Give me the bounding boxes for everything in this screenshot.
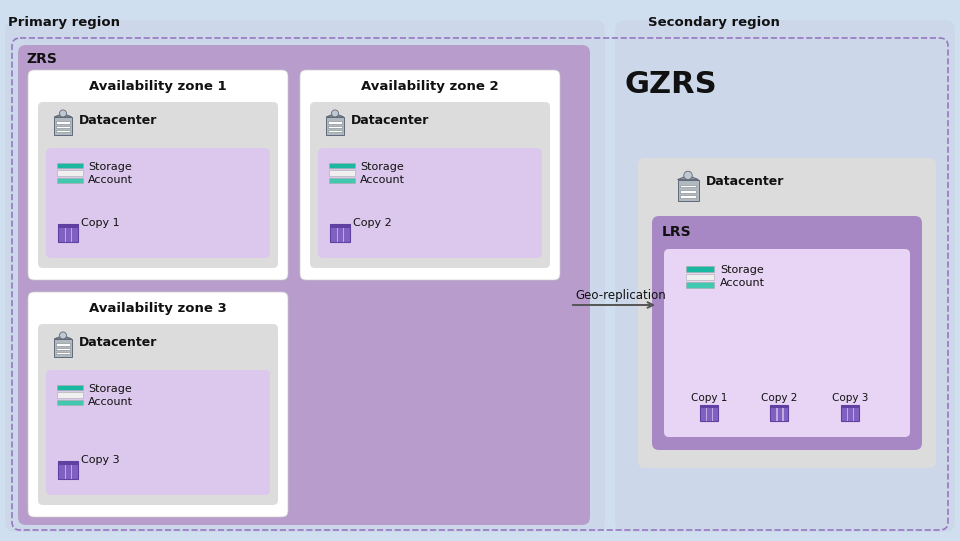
FancyBboxPatch shape [300, 70, 560, 280]
Text: Copy 1: Copy 1 [691, 393, 728, 403]
FancyBboxPatch shape [318, 148, 542, 258]
FancyBboxPatch shape [38, 324, 278, 505]
FancyBboxPatch shape [5, 20, 605, 532]
Text: Copy 2: Copy 2 [353, 218, 392, 228]
Bar [847, 408, 848, 421]
FancyBboxPatch shape [310, 102, 550, 268]
FancyBboxPatch shape [38, 102, 278, 268]
FancyBboxPatch shape [46, 370, 270, 495]
Text: Storage
Account: Storage Account [88, 162, 133, 185]
Bar [771, 405, 788, 421]
Bar [64, 465, 66, 479]
Polygon shape [54, 335, 72, 339]
FancyBboxPatch shape [28, 292, 288, 517]
Text: Primary region: Primary region [8, 16, 120, 29]
Bar [54, 339, 72, 357]
Text: LRS: LRS [662, 225, 691, 239]
Bar [57, 400, 84, 405]
Bar [328, 126, 342, 128]
FancyBboxPatch shape [615, 20, 955, 532]
Text: Availability zone 2: Availability zone 2 [361, 80, 499, 93]
Bar [57, 163, 84, 168]
Bar [64, 228, 66, 242]
Text: Datacenter: Datacenter [706, 175, 784, 188]
Bar [56, 126, 70, 128]
Bar [59, 461, 78, 465]
Text: Datacenter: Datacenter [79, 336, 157, 349]
Bar [771, 405, 788, 408]
Bar [685, 266, 714, 272]
Bar [706, 408, 708, 421]
Circle shape [684, 171, 692, 180]
Bar [841, 405, 859, 408]
Bar [782, 408, 783, 421]
Bar [685, 274, 714, 280]
Bar [337, 228, 338, 242]
Text: Copy 3: Copy 3 [81, 455, 120, 465]
Bar [57, 178, 84, 183]
Text: Copy 1: Copy 1 [81, 218, 120, 228]
Bar [328, 170, 355, 176]
Bar [330, 224, 349, 228]
Bar [712, 408, 713, 421]
Bar [852, 408, 853, 421]
Text: ZRS: ZRS [26, 52, 57, 66]
Bar [56, 348, 70, 350]
Bar [685, 282, 714, 288]
Text: Geo-replication: Geo-replication [575, 289, 665, 302]
Bar [700, 405, 718, 408]
Bar [57, 385, 84, 390]
Bar [71, 465, 72, 479]
Text: Storage
Account: Storage Account [720, 265, 765, 288]
Bar [330, 224, 349, 242]
Bar [328, 130, 342, 133]
Bar [59, 461, 78, 479]
Bar [328, 163, 355, 168]
Text: Availability zone 3: Availability zone 3 [89, 302, 227, 315]
Text: Storage
Account: Storage Account [88, 384, 133, 407]
Bar [678, 180, 699, 201]
FancyBboxPatch shape [652, 216, 922, 450]
Polygon shape [54, 114, 72, 117]
Circle shape [331, 110, 339, 117]
FancyBboxPatch shape [18, 45, 590, 525]
Bar [328, 121, 342, 123]
Bar [680, 185, 696, 188]
FancyBboxPatch shape [28, 70, 288, 280]
FancyBboxPatch shape [664, 249, 910, 437]
Polygon shape [326, 114, 344, 117]
Text: Availability zone 1: Availability zone 1 [89, 80, 227, 93]
Bar [59, 224, 78, 228]
Bar [59, 224, 78, 242]
Bar [54, 117, 72, 135]
Bar [326, 117, 344, 135]
Text: GZRS: GZRS [625, 70, 718, 99]
Bar [57, 392, 84, 398]
Circle shape [60, 332, 66, 339]
Bar [56, 344, 70, 346]
Bar [328, 178, 355, 183]
Bar [56, 130, 70, 133]
Polygon shape [678, 175, 699, 180]
Bar [700, 405, 718, 421]
Circle shape [60, 110, 66, 117]
Text: Copy 2: Copy 2 [761, 393, 798, 403]
Text: Datacenter: Datacenter [79, 114, 157, 127]
Text: Secondary region: Secondary region [648, 16, 780, 29]
Bar [777, 408, 778, 421]
Bar [841, 405, 859, 421]
FancyBboxPatch shape [46, 148, 270, 258]
Bar [343, 228, 345, 242]
Bar [680, 190, 696, 193]
Bar [56, 352, 70, 354]
Text: Copy 3: Copy 3 [831, 393, 868, 403]
Bar [56, 121, 70, 123]
Bar [57, 170, 84, 176]
FancyBboxPatch shape [638, 158, 936, 468]
Text: Datacenter: Datacenter [351, 114, 429, 127]
Bar [680, 195, 696, 198]
Text: Storage
Account: Storage Account [360, 162, 405, 185]
Bar [71, 228, 72, 242]
